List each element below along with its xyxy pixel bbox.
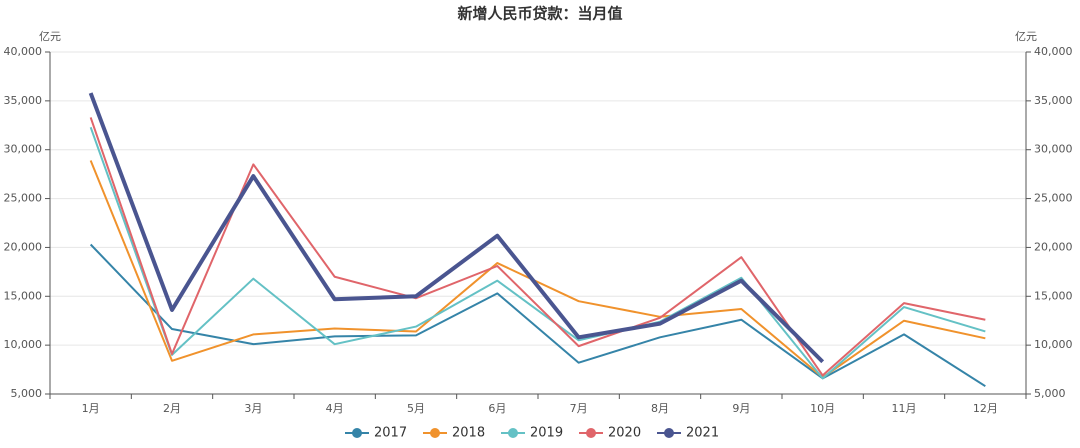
y2-tick-label: 10,000 bbox=[1034, 338, 1073, 351]
y2-tick-label: 5,000 bbox=[1034, 387, 1066, 400]
y-tick-label: 25,000 bbox=[4, 192, 43, 205]
series-line bbox=[89, 160, 986, 379]
x-tick-label: 3月 bbox=[244, 402, 262, 415]
chart-title: 新增人民币贷款：当月值 bbox=[457, 5, 622, 23]
y-tick-label: 30,000 bbox=[4, 143, 43, 156]
legend-marker bbox=[352, 428, 362, 438]
y-tick-label: 5,000 bbox=[11, 387, 43, 400]
series-line bbox=[89, 117, 986, 377]
y2-tick-label: 35,000 bbox=[1034, 94, 1073, 107]
y2-tick-label: 40,000 bbox=[1034, 45, 1073, 58]
legend-marker bbox=[430, 428, 440, 438]
legend-marker bbox=[508, 428, 518, 438]
x-tick-label: 7月 bbox=[570, 402, 588, 415]
x-tick-label: 6月 bbox=[488, 402, 506, 415]
legend-label: 2019 bbox=[530, 426, 563, 441]
y2-tick-label: 30,000 bbox=[1034, 143, 1073, 156]
series-line bbox=[88, 92, 825, 364]
series-line bbox=[89, 126, 986, 380]
series-line bbox=[89, 243, 986, 388]
x-tick-label: 5月 bbox=[407, 402, 425, 415]
y-tick-label: 20,000 bbox=[4, 240, 43, 253]
x-tick-label: 11月 bbox=[892, 402, 917, 415]
x-tick-label: 4月 bbox=[326, 402, 344, 415]
y2-tick-label: 25,000 bbox=[1034, 192, 1073, 205]
x-tick-label: 2月 bbox=[163, 402, 181, 415]
legend-label: 2021 bbox=[686, 426, 719, 441]
y-axis-label: 亿元 bbox=[39, 30, 61, 43]
x-tick-label: 10月 bbox=[810, 402, 835, 415]
x-tick-label: 12月 bbox=[973, 402, 998, 415]
legend-marker bbox=[586, 428, 596, 438]
legend-marker bbox=[664, 428, 674, 438]
y-tick-label: 15,000 bbox=[4, 289, 43, 302]
y-tick-label: 35,000 bbox=[4, 94, 43, 107]
y2-tick-label: 20,000 bbox=[1034, 240, 1073, 253]
legend-label: 2020 bbox=[608, 426, 641, 441]
legend-label: 2017 bbox=[374, 426, 407, 441]
x-tick-label: 9月 bbox=[732, 402, 750, 415]
legend-label: 2018 bbox=[452, 426, 485, 441]
x-tick-label: 1月 bbox=[82, 402, 100, 415]
y2-axis-label: 亿元 bbox=[1015, 30, 1037, 43]
y2-tick-label: 15,000 bbox=[1034, 289, 1073, 302]
y-tick-label: 10,000 bbox=[4, 338, 43, 351]
x-tick-label: 8月 bbox=[651, 402, 669, 415]
y-tick-label: 40,000 bbox=[4, 45, 43, 58]
